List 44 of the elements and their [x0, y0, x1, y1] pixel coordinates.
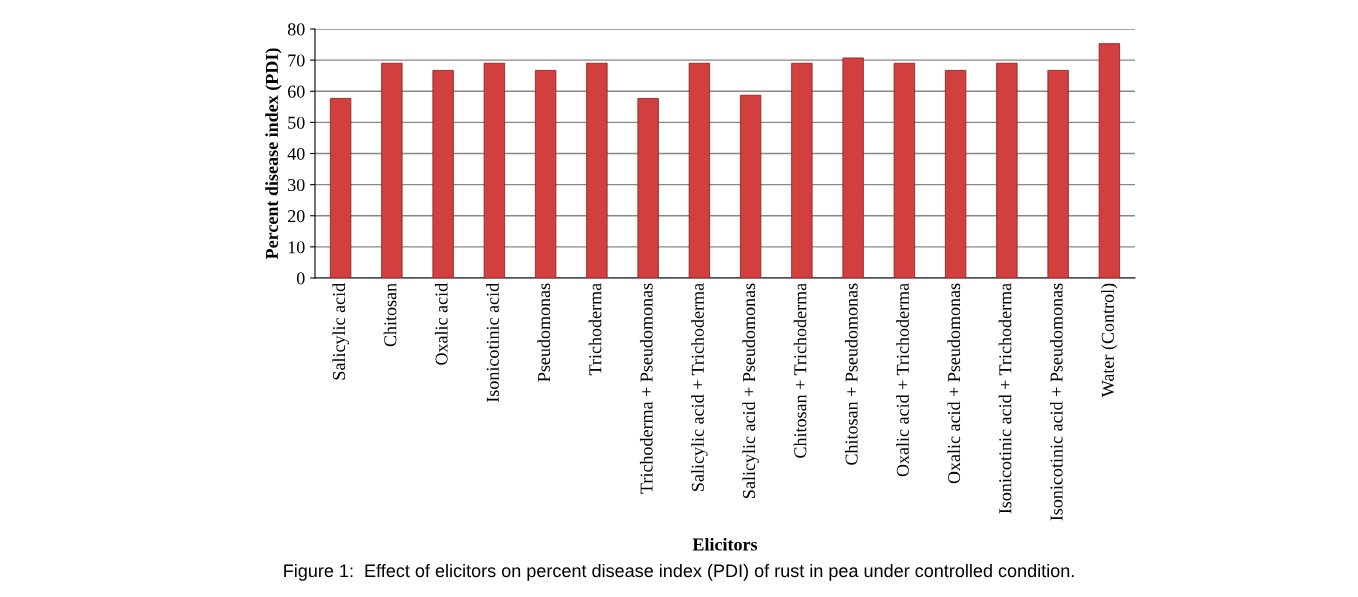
- x-tick-label: Pseudomonas: [537, 283, 551, 382]
- bar: [688, 62, 711, 278]
- y-tick-label: 40: [287, 147, 305, 160]
- bar: [637, 97, 659, 278]
- bar: [996, 62, 1018, 278]
- y-tick-label: 50: [288, 116, 305, 129]
- x-axis-title: Elicitors: [692, 537, 758, 551]
- x-tick-label: Oxalic acid + Trichoderma: [896, 283, 909, 477]
- bar: [1098, 43, 1121, 278]
- bar: [1047, 69, 1069, 278]
- x-tick-label: Oxalic acid + Pseudomonas: [947, 283, 961, 484]
- bar: [893, 62, 916, 278]
- bar: [586, 62, 608, 278]
- bar: [432, 69, 454, 278]
- y-tick-label: 20: [288, 210, 305, 223]
- x-tick-label: Oxalic acid: [434, 283, 448, 365]
- y-tick-label: 0: [296, 272, 305, 285]
- y-tick-label: 80: [287, 23, 305, 36]
- y-tick-label: 60: [288, 85, 305, 98]
- bar: [534, 69, 557, 278]
- caption: Figure 1: Effect of elicitors on percent disease index (PDI) of rust in pea under controlled condition.: [284, 563, 1074, 581]
- x-tick-label: Isonicotinic acid: [486, 283, 499, 403]
- bar: [381, 62, 403, 278]
- x-tick-label: Trichoderma: [588, 283, 602, 376]
- x-tick-label: Chitosan: [383, 283, 397, 347]
- y-tick-label: 10: [288, 241, 305, 254]
- bar: [329, 97, 352, 278]
- bar: [791, 62, 813, 278]
- x-tick-label: Isonicotinic acid + Trichoderma: [998, 283, 1012, 514]
- x-tick-label: Trichoderma + Pseudomonas: [639, 283, 653, 494]
- x-tick-label: Salicylic acid: [332, 283, 349, 380]
- x-tick-label: Chitosan + Trichoderma: [793, 283, 807, 458]
- x-tick-label: Salicylic acid + Trichoderma: [691, 283, 708, 491]
- x-tick-label: Chitosan + Pseudomonas: [844, 283, 858, 465]
- bar: [842, 57, 864, 278]
- x-tick-label: Water (Control): [1101, 283, 1118, 398]
- y-axis-title: Percent disease index (PDI): [265, 48, 282, 260]
- bar: [944, 69, 967, 278]
- y-tick-label: 70: [288, 54, 305, 67]
- x-tick-label: Salicylic acid + Pseudomonas: [742, 283, 759, 498]
- y-tick-label: 30: [288, 178, 305, 192]
- x-tick-label: Isonicotinic acid + Pseudomonas: [1049, 283, 1063, 521]
- bar: [739, 94, 762, 278]
- bar: [483, 62, 506, 278]
